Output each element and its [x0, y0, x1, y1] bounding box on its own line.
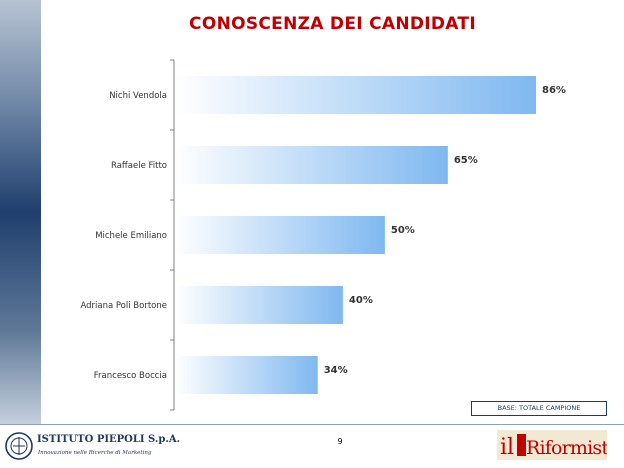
value-label: 86% [542, 85, 566, 96]
chart-title: CONOSCENZA DEI CANDIDATI [189, 14, 476, 34]
bar-0 [175, 76, 536, 114]
page-number: 9 [337, 437, 343, 446]
piepoli-emblem-icon [5, 432, 33, 460]
bar-4 [175, 356, 318, 394]
value-label: 40% [349, 295, 373, 306]
bar-chart: Nichi Vendola 86% Raffaele Fitto 65% Michele… [80, 59, 566, 411]
riformista-wordmark-icon: il Riformista [500, 434, 607, 460]
bar-2 [175, 216, 385, 254]
side-gradient-band [0, 0, 41, 424]
piepoli-logo: ISTITUTO PIEPOLI S.p.A. Innovazione nell… [4, 428, 180, 466]
svg-text:il: il [500, 435, 514, 460]
base-note-box: BASE: TOTALE CAMPIONE [471, 401, 607, 416]
value-label: 50% [391, 225, 415, 236]
category-label: Nichi Vendola [109, 91, 167, 101]
svg-text:Riformista: Riformista [526, 437, 607, 459]
value-label: 34% [324, 365, 348, 376]
category-label: Michele Emiliano [95, 231, 167, 241]
piepoli-name: ISTITUTO PIEPOLI S.p.A. [37, 434, 181, 445]
bar-1 [175, 146, 448, 184]
category-label: Francesco Boccia [94, 371, 167, 381]
category-label: Raffaele Fitto [111, 161, 167, 171]
footer-divider [0, 424, 624, 425]
riformista-logo: il Riformista [497, 430, 607, 460]
category-label: Adriana Poli Bortone [80, 301, 167, 311]
value-label: 65% [454, 155, 478, 166]
bar-3 [175, 286, 343, 324]
piepoli-tagline: Innovazione nelle Ricerche di Marketing [38, 450, 152, 456]
